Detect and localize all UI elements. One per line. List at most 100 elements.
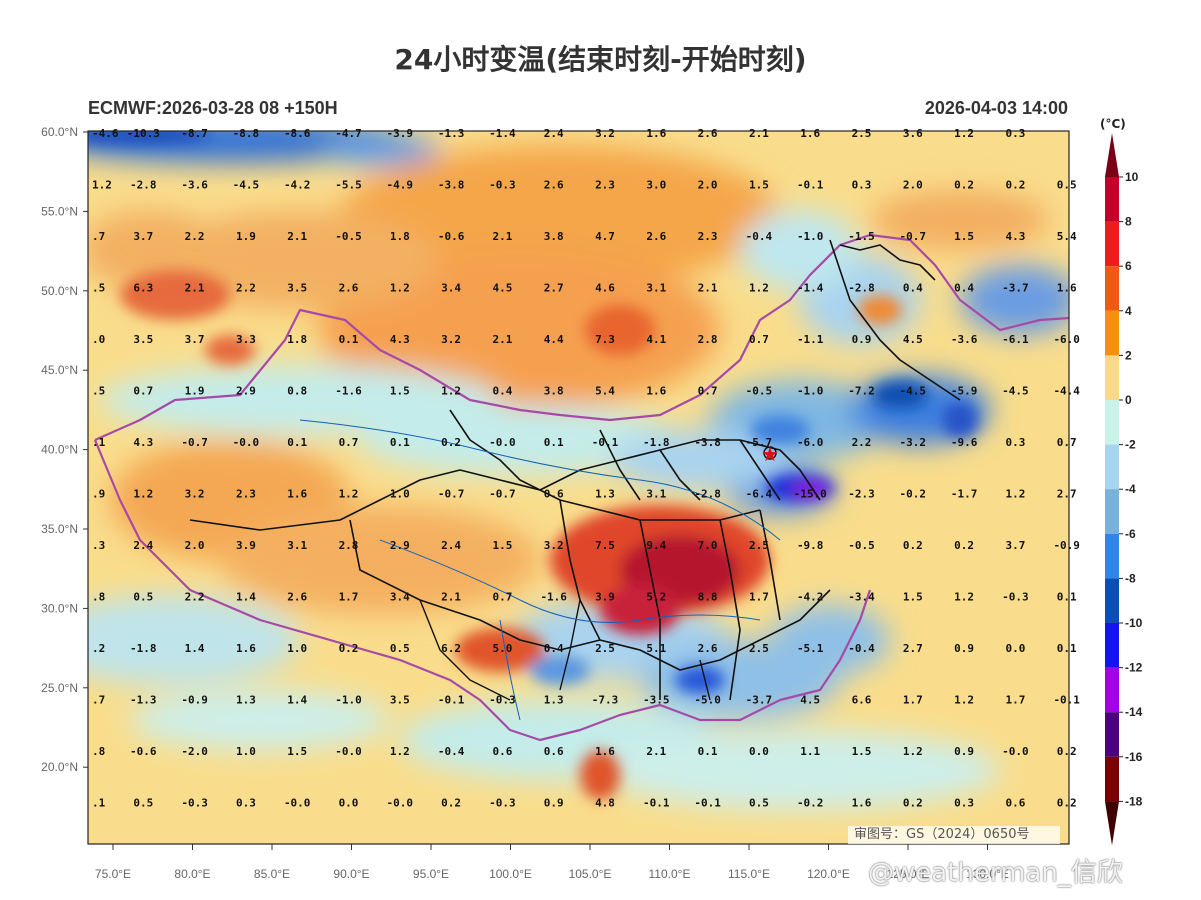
- lat-tick-label: 30.0°N: [41, 601, 78, 615]
- grid-value: 3.2: [185, 488, 205, 501]
- grid-value: 3.2: [544, 539, 564, 552]
- grid-value: 2.3: [236, 488, 256, 501]
- grid-value: 4.4: [544, 333, 564, 346]
- grid-value: .2: [92, 642, 105, 655]
- grid-value: -4.5: [900, 385, 927, 398]
- colorbar-segment: [1105, 266, 1119, 311]
- grid-value: 2.1: [185, 282, 205, 295]
- lon-tick-label: 110.0°E: [649, 867, 691, 881]
- grid-value-labels: -4.6 -10.3 -8.7 -8.8 -8.6 -4.7 -3.9 -1.3 -1.4 2.4…: [92, 127, 1080, 810]
- grid-value: -1.5: [848, 230, 875, 243]
- grid-value: 0.5: [133, 797, 153, 810]
- grid-value: -15.0: [794, 488, 827, 501]
- grid-value: 6.2: [441, 642, 461, 655]
- grid-value: 0.5: [1057, 179, 1077, 192]
- grid-value: 0.1: [339, 333, 359, 346]
- grid-value: 0.1: [698, 745, 718, 758]
- grid-value: 2.5: [852, 127, 872, 140]
- lat-tick-label: 25.0°N: [41, 681, 78, 695]
- grid-value: -6.1: [1002, 333, 1029, 346]
- grid-value: 3.9: [236, 539, 256, 552]
- grid-value: 0.4: [544, 642, 564, 655]
- grid-value: -0.0: [284, 797, 311, 810]
- grid-value: -3.4: [848, 591, 875, 604]
- grid-value: 2.7: [903, 642, 923, 655]
- grid-value: 3.2: [441, 333, 461, 346]
- grid-value: 0.2: [903, 797, 923, 810]
- grid-value: .8: [92, 591, 105, 604]
- grid-value: 2.1: [698, 282, 718, 295]
- grid-value: 2.0: [903, 179, 923, 192]
- colorbar-segment: [1105, 400, 1119, 445]
- grid-value: 2.1: [646, 745, 666, 758]
- grid-value: 1.6: [1057, 282, 1077, 295]
- grid-value: 1.0: [390, 488, 410, 501]
- grid-value: 1.3: [595, 488, 615, 501]
- colorbar-label: -18: [1125, 794, 1143, 808]
- grid-value: 2.7: [544, 282, 564, 295]
- colorbar-segment: [1105, 533, 1119, 579]
- grid-value: 1.1: [800, 745, 820, 758]
- grid-value: -1.0: [797, 385, 824, 398]
- grid-value: 0.3: [1005, 436, 1025, 449]
- lat-tick-label: 55.0°N: [41, 204, 78, 218]
- grid-value: 2.1: [492, 333, 512, 346]
- grid-value: 0.1: [390, 436, 410, 449]
- grid-value: 1.6: [646, 385, 666, 398]
- grid-value: -4.9: [387, 179, 414, 192]
- grid-value: -0.1: [797, 179, 824, 192]
- grid-value: 2.6: [339, 282, 359, 295]
- lat-tick-label: 20.0°N: [41, 760, 78, 774]
- watermark: @weatherman_信欣: [868, 858, 1123, 888]
- grid-value: 1.7: [339, 591, 359, 604]
- grid-value: 0.1: [287, 436, 307, 449]
- grid-value: 0.7: [339, 436, 359, 449]
- grid-value: 3.8: [544, 385, 564, 398]
- grid-value: 2.1: [441, 591, 461, 604]
- grid-value: -2.8: [848, 282, 875, 295]
- grid-value: 0.4: [492, 385, 512, 398]
- grid-value: .1: [92, 436, 106, 449]
- grid-value: -3.8: [438, 179, 465, 192]
- colorbar-label: 10: [1125, 170, 1139, 184]
- colorbar-segment: [1105, 221, 1119, 267]
- grid-value: 1.8: [390, 230, 410, 243]
- grid-value: -2.8: [694, 488, 721, 501]
- grid-value: 0.4: [903, 282, 923, 295]
- grid-value: 3.2: [595, 127, 615, 140]
- grid-value: 2.5: [749, 642, 769, 655]
- grid-value: -0.6: [438, 230, 465, 243]
- grid-value: 1.6: [852, 797, 872, 810]
- grid-value: 1.5: [903, 591, 923, 604]
- grid-value: -0.3: [181, 797, 208, 810]
- grid-value: -0.3: [489, 797, 516, 810]
- grid-value: 0.7: [492, 591, 512, 604]
- grid-value: 1.5: [749, 179, 769, 192]
- grid-value: 1.4: [287, 694, 307, 707]
- grid-value: 1.4: [185, 642, 205, 655]
- grid-value: 1.2: [954, 127, 974, 140]
- grid-value: 3.6: [903, 127, 923, 140]
- grid-value: -3.7: [1002, 282, 1029, 295]
- grid-value: 2.8: [698, 333, 718, 346]
- grid-value: -3.6: [181, 179, 208, 192]
- grid-value: 3.0: [646, 179, 666, 192]
- grid-value: -1.3: [438, 127, 465, 140]
- lat-tick-label: 50.0°N: [41, 284, 78, 298]
- grid-value: 2.6: [287, 591, 307, 604]
- grid-value: 1.2: [954, 591, 974, 604]
- colorbar-segment: [1105, 177, 1119, 222]
- lon-tick-label: 85.0°E: [254, 867, 290, 881]
- colorbar-label: -6: [1125, 527, 1136, 541]
- grid-value: -0.1: [438, 694, 465, 707]
- grid-value: -0.2: [900, 488, 927, 501]
- grid-value: -8.7: [181, 127, 208, 140]
- grid-value: -0.4: [848, 642, 875, 655]
- grid-value: 7.0: [698, 539, 718, 552]
- grid-value: 0.2: [954, 539, 974, 552]
- grid-value: .7: [92, 230, 105, 243]
- grid-value: 1.6: [595, 745, 615, 758]
- grid-value: 4.5: [800, 694, 820, 707]
- grid-value: 3.1: [287, 539, 307, 552]
- map-title: 24小时变温(结束时刻-开始时刻): [394, 43, 807, 76]
